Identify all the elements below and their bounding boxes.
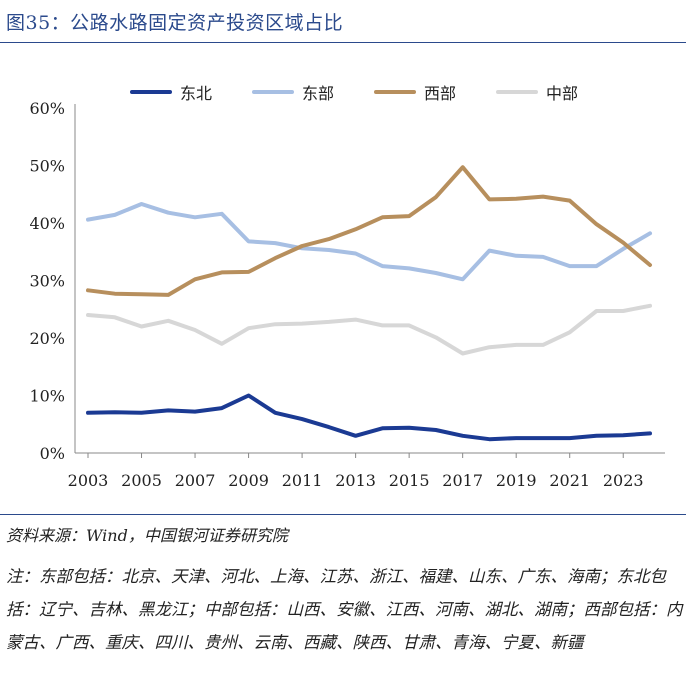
legend-swatch-northeast xyxy=(130,90,172,94)
y-tick-label: 50% xyxy=(29,157,65,176)
y-tick-label: 10% xyxy=(29,387,65,406)
bottom-divider xyxy=(0,514,686,515)
legend-item-northeast: 东北 xyxy=(130,80,212,104)
region-definition-note: 注：东部包括：北京、天津、河北、上海、江苏、浙江、福建、山东、广东、海南；东北包… xyxy=(6,567,683,652)
x-tick-label: 2013 xyxy=(335,471,376,490)
x-tick-label: 2021 xyxy=(549,471,590,490)
legend-item-central: 中部 xyxy=(496,80,578,104)
x-tick-label: 2015 xyxy=(389,471,430,490)
x-tick-label: 2011 xyxy=(282,471,323,490)
x-tick-label: 2003 xyxy=(68,471,109,490)
x-tick-label: 2009 xyxy=(228,471,269,490)
legend-item-west: 西部 xyxy=(374,80,456,104)
series-line-西部 xyxy=(86,165,652,297)
x-tick-label: 2017 xyxy=(442,471,483,490)
series-line-东北 xyxy=(86,393,652,442)
x-tick-label: 2019 xyxy=(496,471,537,490)
figure-title: 图35：公路水路固定资产投资区域占比 xyxy=(6,12,344,34)
series-line-中部 xyxy=(86,303,652,356)
x-tick-label: 2005 xyxy=(121,471,162,490)
y-tick-label: 0% xyxy=(40,444,65,463)
legend-label-east: 东部 xyxy=(302,84,335,103)
y-tick-label: 40% xyxy=(29,214,65,233)
series-line-东部 xyxy=(86,202,652,282)
top-divider xyxy=(0,42,686,43)
legend-swatch-central xyxy=(496,90,538,94)
x-tick-label: 2007 xyxy=(175,471,216,490)
y-tick-label: 30% xyxy=(29,272,65,291)
y-tick-label: 60% xyxy=(29,99,65,118)
legend-label-central: 中部 xyxy=(546,84,579,103)
x-tick-label: 2023 xyxy=(603,471,644,490)
legend-label-west: 西部 xyxy=(424,84,457,103)
source-note: 资料来源：Wind，中国银河证券研究院 xyxy=(6,526,288,545)
legend-label-northeast: 东北 xyxy=(180,84,213,103)
chart-legend: 东北 东部 西部 中部 xyxy=(0,80,700,104)
y-tick-label: 20% xyxy=(29,329,65,348)
legend-item-east: 东部 xyxy=(252,80,334,104)
line-chart: 0% 10% 20% 30% 40% 50% 60% 2003 2005 2007 2009 2011… xyxy=(29,99,665,490)
legend-swatch-west xyxy=(374,90,416,94)
legend-swatch-east xyxy=(252,90,294,94)
